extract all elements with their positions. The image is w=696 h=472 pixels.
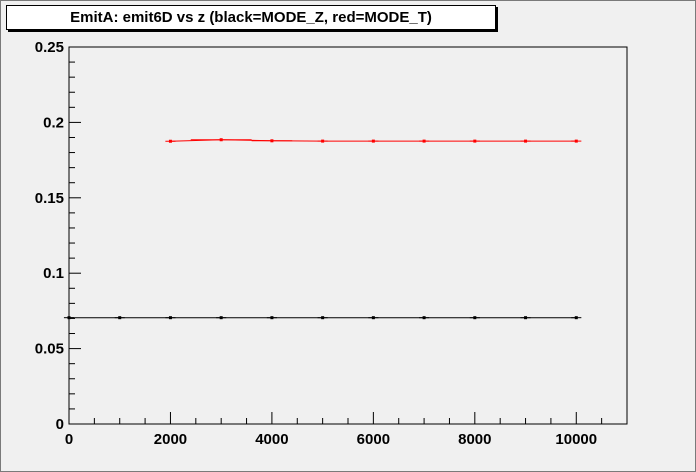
y-tick-label: 0.05 xyxy=(35,341,64,358)
series-point xyxy=(473,139,477,143)
plot-area xyxy=(68,46,628,425)
series-point xyxy=(422,139,426,143)
series-point xyxy=(118,316,122,320)
x-tick-label: 4000 xyxy=(255,431,288,448)
series-point xyxy=(168,316,172,320)
x-tick-label: 2000 xyxy=(154,431,187,448)
x-tick-label: 0 xyxy=(65,431,73,448)
series-point xyxy=(168,139,172,143)
y-tick-label: 0.1 xyxy=(43,265,64,282)
series-point xyxy=(422,316,426,320)
series-point xyxy=(67,316,71,320)
series-point xyxy=(219,138,223,142)
series-point xyxy=(371,316,375,320)
y-tick-label: 0.15 xyxy=(35,190,64,207)
series-point xyxy=(473,316,477,320)
series-point xyxy=(371,139,375,143)
y-tick-label: 0.25 xyxy=(35,39,64,56)
series-point xyxy=(270,139,274,143)
y-tick-label: 0.2 xyxy=(43,114,64,131)
y-tick-label: 0 xyxy=(56,416,64,433)
series-point xyxy=(524,316,528,320)
series-point xyxy=(270,316,274,320)
series-point xyxy=(321,316,325,320)
x-tick-label: 10000 xyxy=(555,431,597,448)
series-point xyxy=(574,316,578,320)
series-point xyxy=(574,139,578,143)
x-tick-label: 8000 xyxy=(458,431,491,448)
chart-title: EmitA: emit6D vs z (black=MODE_Z, red=MO… xyxy=(6,5,496,30)
x-tick-label: 6000 xyxy=(357,431,390,448)
series-point xyxy=(524,139,528,143)
series-point xyxy=(321,139,325,143)
series-point xyxy=(219,316,223,320)
